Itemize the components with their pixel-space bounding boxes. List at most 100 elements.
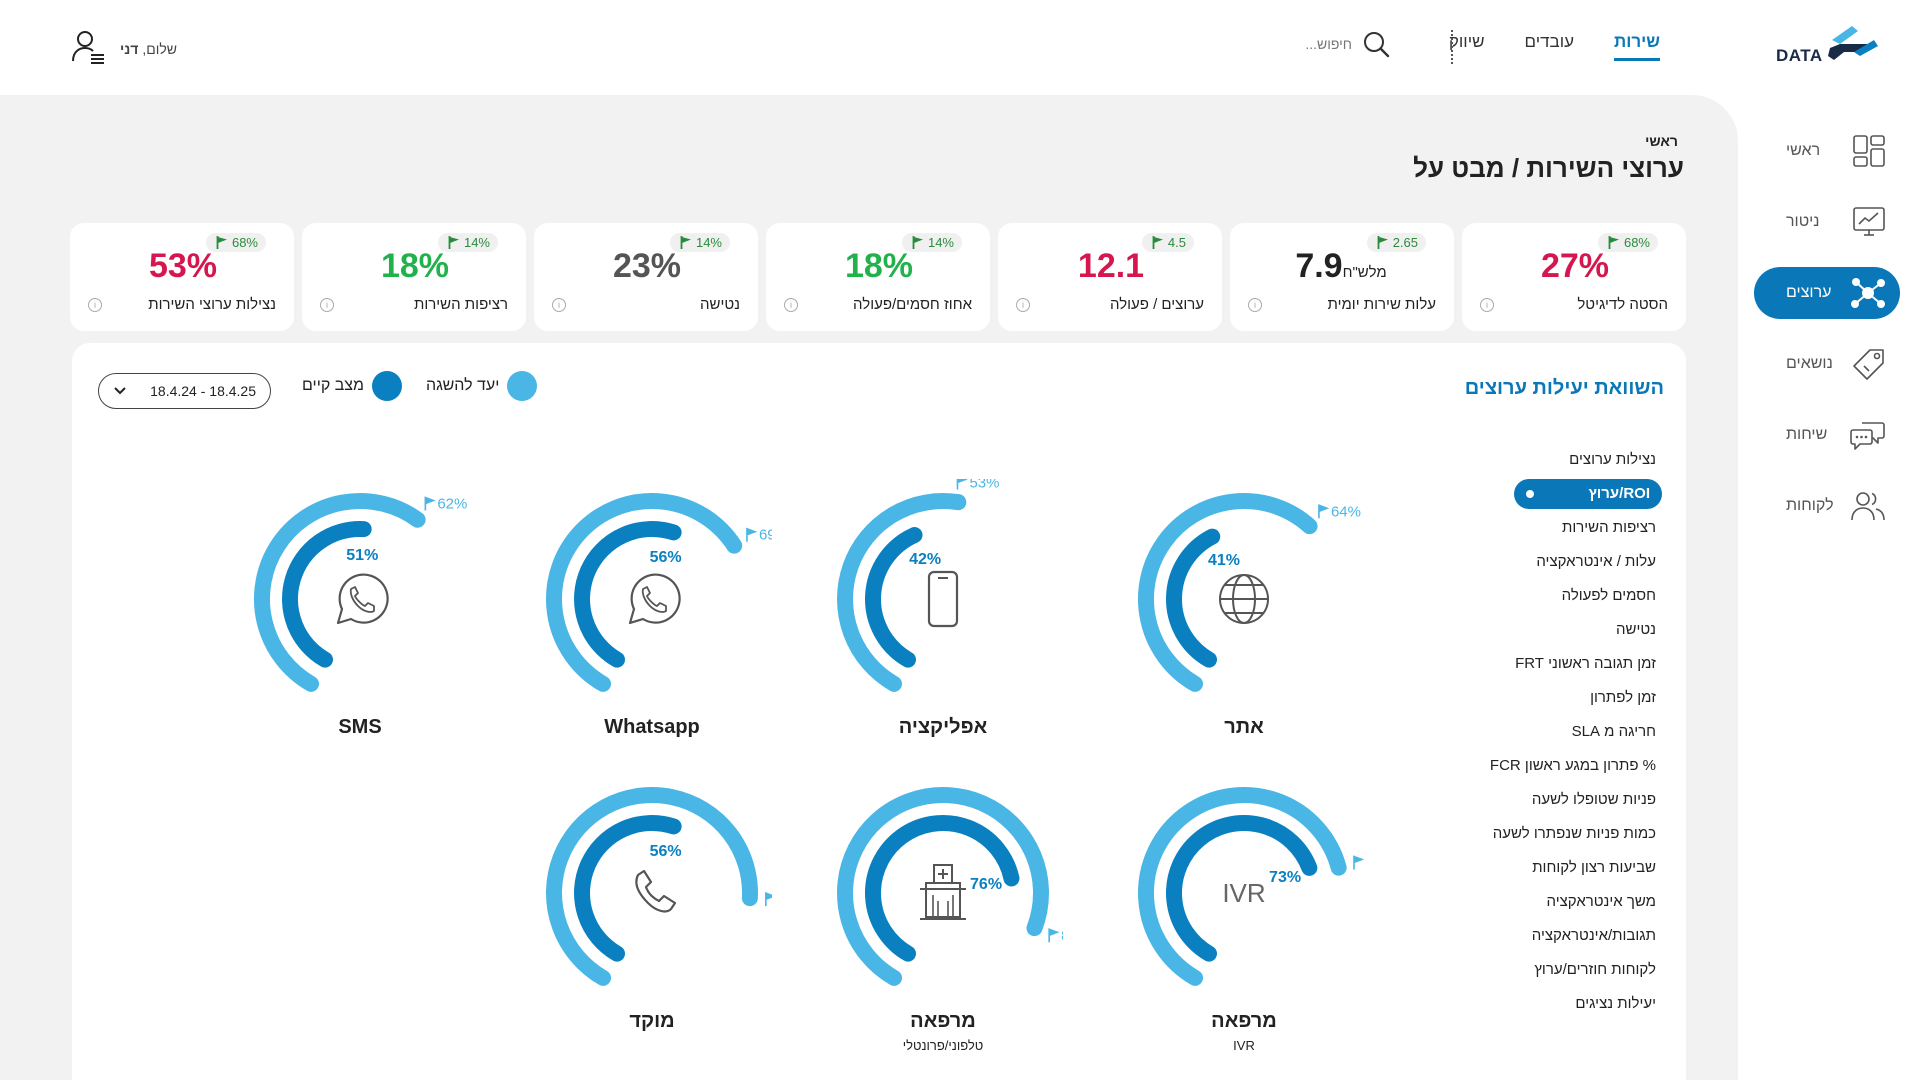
target-value: 69% xyxy=(759,527,772,544)
kpi-target-badge: 14% xyxy=(437,233,498,252)
nav-tab-service[interactable]: שירות xyxy=(1614,32,1660,61)
channel-donut[interactable]: 81% 56% מוקד xyxy=(532,773,772,1073)
nav-tab-marketing[interactable]: שיווק xyxy=(1448,32,1485,51)
breadcrumb[interactable]: ראשי xyxy=(1645,133,1678,149)
kpi-target: 2.65 xyxy=(1392,235,1418,250)
sidebar-item-topics[interactable]: נושאים xyxy=(1754,338,1900,390)
metric-item[interactable]: % פתרון במגע ראשון FCR xyxy=(1489,757,1656,774)
metric-item[interactable]: עלות / אינטראקציה xyxy=(1536,553,1656,570)
kpi-label: רציפות השירות xyxy=(414,296,508,313)
target-value: 62% xyxy=(437,496,467,513)
kpi-target: 14% xyxy=(927,235,954,250)
kpi-target: 68% xyxy=(1623,235,1650,250)
channel-name: מוקד xyxy=(629,1010,675,1032)
kpi-value: 18% xyxy=(380,247,450,285)
search-input[interactable] xyxy=(1242,36,1352,52)
info-icon[interactable]: i xyxy=(1016,297,1030,312)
info-icon[interactable]: i xyxy=(1480,297,1494,312)
kpi-value: 23% xyxy=(612,247,682,285)
kpi-card[interactable]: 14% 18% רציפות השירות i xyxy=(302,223,526,331)
flag-icon xyxy=(448,236,459,249)
user-menu[interactable]: שלום, דני xyxy=(70,28,177,69)
sidebar-item-label: לקוחות xyxy=(1786,497,1834,514)
metric-item[interactable]: זמן תגובה ראשוני FRT xyxy=(1515,655,1656,672)
channel-donut[interactable]: 62% 51% SMS xyxy=(240,479,480,779)
flag-icon xyxy=(1608,236,1619,249)
kpi-value-wrap: 53% xyxy=(70,247,294,286)
kpi-label-row: נצילות ערוצי השירות i xyxy=(88,296,276,313)
kpi-card[interactable]: 4.5 12.1 ערוצים / פעולה i xyxy=(998,223,1222,331)
target-label: 87% xyxy=(1048,927,1063,944)
channel-name: SMS xyxy=(338,716,382,738)
info-icon[interactable]: i xyxy=(1248,297,1262,312)
kpi-value-wrap: 23% xyxy=(534,247,758,286)
info-icon[interactable]: i xyxy=(784,297,798,312)
metric-item[interactable]: לקוחות חוזרים/ערוץ xyxy=(1534,961,1656,978)
nav-tab-employees[interactable]: עובדים xyxy=(1524,32,1575,51)
info-icon[interactable]: i xyxy=(552,297,566,312)
channel-donut[interactable]: 69% 56% Whatsapp xyxy=(532,479,772,779)
sidebar-item-label: נושאים xyxy=(1786,355,1833,372)
search-icon[interactable] xyxy=(1362,30,1390,58)
sidebar-item-home[interactable]: ראשי xyxy=(1754,125,1900,177)
kpi-value: 12.1 xyxy=(1077,247,1145,285)
metric-item[interactable]: רציפות השירות xyxy=(1562,519,1656,536)
sidebar-item-monitoring[interactable]: ניטור xyxy=(1754,196,1900,248)
flag-icon xyxy=(1152,236,1163,249)
metric-item[interactable]: ROI/ערוץ xyxy=(1514,479,1662,509)
current-value: 56% xyxy=(650,843,682,860)
kpi-value: 7.9 xyxy=(1295,247,1343,285)
tag-icon xyxy=(1853,349,1884,380)
chart-legend: יעד להשגה מצב קיים xyxy=(302,371,538,401)
kpi-card[interactable]: 14% 18% אחוז חסמים/פעולה i xyxy=(766,223,990,331)
donut-svg: 53% 42% xyxy=(837,479,999,692)
target-arc xyxy=(1138,787,1347,986)
date-range-select[interactable]: 18.4.24 - 18.4.25 xyxy=(98,373,271,409)
flag-icon xyxy=(680,236,691,249)
target-arc xyxy=(546,493,743,692)
user-profile-icon[interactable] xyxy=(70,28,106,69)
channel-comparison-panel: השוואת יעילות ערוצים יעד להשגה מצב קיים … xyxy=(72,343,1686,1080)
donut-svg: 75% 73%IVR xyxy=(1138,787,1364,986)
sidebar-item-customers[interactable]: לקוחות xyxy=(1754,480,1900,532)
kpi-card[interactable]: 2.65 מלש"ח7.9 עלות שירות יומית i xyxy=(1230,223,1454,331)
metric-item[interactable]: חריגה מ SLA xyxy=(1571,723,1656,740)
metric-item[interactable]: נצילות ערוצים xyxy=(1569,451,1656,468)
legend-current-swatch xyxy=(372,371,403,401)
channel-donut[interactable]: 87% 76% מרפאה טלפוני/פרונטלי xyxy=(823,773,1063,1073)
date-range-value: 18.4.24 - 18.4.25 xyxy=(150,383,256,399)
channel-name: אתר xyxy=(1224,716,1264,738)
metric-item[interactable]: שביעות רצון לקוחות xyxy=(1532,859,1656,876)
metric-item[interactable]: זמן לפתרון xyxy=(1590,689,1656,706)
target-label: 75% xyxy=(1353,855,1364,870)
metric-item[interactable]: תגובות/אינטראקציה xyxy=(1531,927,1656,944)
logo[interactable]: DATA xyxy=(1770,22,1880,70)
network-nodes-icon xyxy=(1851,278,1885,308)
target-arc xyxy=(546,787,758,986)
channel-donut[interactable]: 64% 41% אתר xyxy=(1124,479,1364,779)
metric-item[interactable]: כמות פניות שנפתרו לשעה xyxy=(1492,825,1656,842)
metric-item[interactable]: חסמים לפעולה xyxy=(1561,587,1656,604)
sidebar-item-label: שיחות xyxy=(1786,426,1828,443)
sidebar-item-label: ניטור xyxy=(1786,213,1820,230)
kpi-card[interactable]: 68% 27% הסטה לדיגיטל i xyxy=(1462,223,1686,331)
sidebar-item-conversations[interactable]: שיחות xyxy=(1754,409,1900,461)
kpi-value-wrap: 27% xyxy=(1462,247,1686,286)
smartphone-icon xyxy=(927,570,959,628)
metric-item[interactable]: משך אינטראקציה xyxy=(1546,893,1657,910)
channel-donut[interactable]: 53% 42% אפליקציה xyxy=(823,479,1063,779)
kpi-card[interactable]: 68% 53% נצילות ערוצי השירות i xyxy=(70,223,294,331)
donut-svg: 69% 56% xyxy=(546,493,772,692)
info-icon[interactable]: i xyxy=(88,297,102,312)
metric-item[interactable]: פניות שטופלו לשעה xyxy=(1531,791,1656,808)
sidebar-item-channels[interactable]: ערוצים xyxy=(1754,267,1900,319)
flag-icon xyxy=(1318,504,1330,519)
metric-item[interactable]: נטישה xyxy=(1616,621,1656,638)
info-icon[interactable]: i xyxy=(320,297,334,312)
metric-item[interactable]: יעילות נציגים xyxy=(1575,995,1656,1012)
kpi-target: 68% xyxy=(231,235,258,250)
current-value: 42% xyxy=(909,551,941,568)
kpi-card[interactable]: 14% 23% נטישה i xyxy=(534,223,758,331)
target-arc xyxy=(254,493,426,692)
